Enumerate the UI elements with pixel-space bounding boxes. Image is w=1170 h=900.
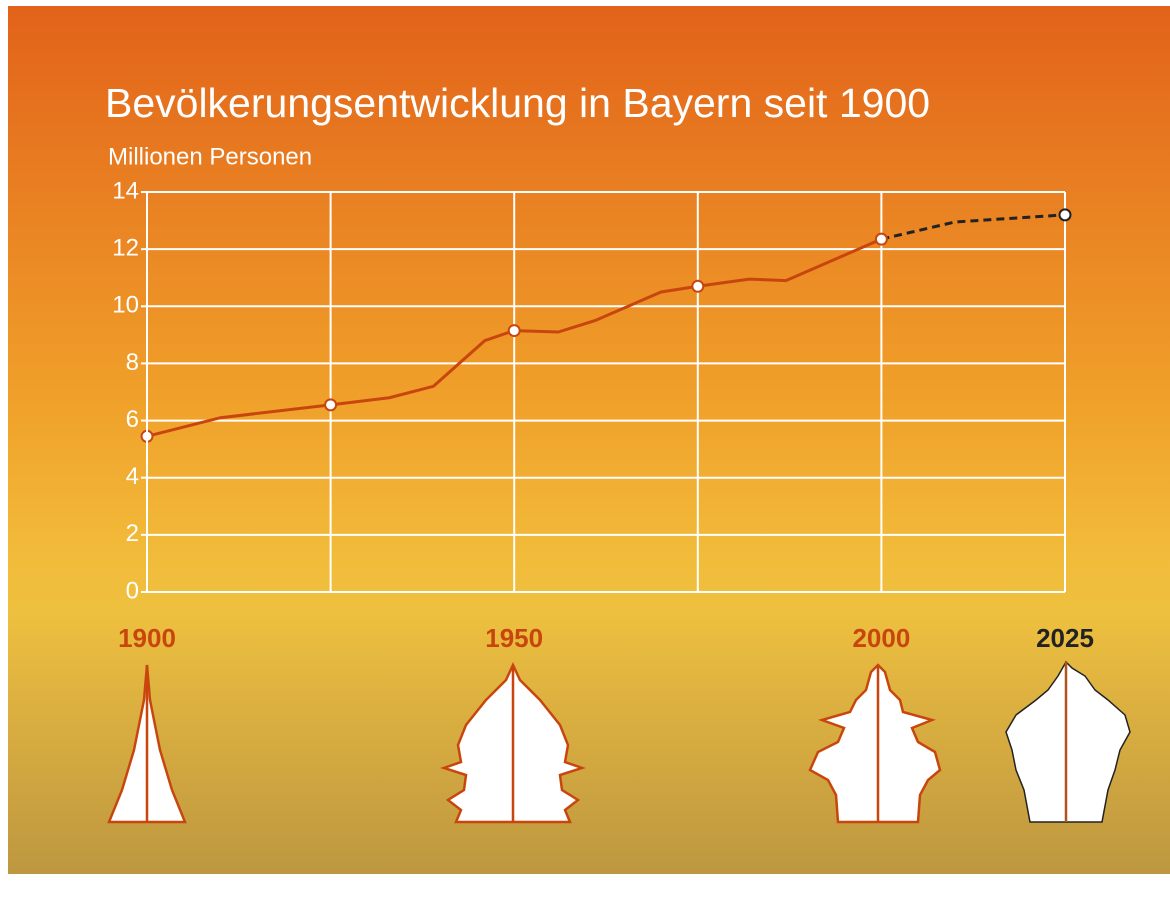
y-tick-label: 8 (126, 349, 139, 376)
point-marker (325, 399, 336, 410)
y-tick-label: 14 (112, 177, 139, 204)
x-tick-label: 2025 (1036, 623, 1094, 653)
point-marker (1060, 209, 1071, 220)
chart-title: Bevölkerungsentwicklung in Bayern seit 1… (105, 80, 930, 126)
x-tick-label: 2000 (852, 623, 910, 653)
y-tick-label: 6 (126, 406, 139, 433)
crowd-shade (8, 560, 1170, 874)
point-marker (692, 281, 703, 292)
y-tick-label: 4 (126, 463, 139, 490)
y-tick-label: 2 (126, 520, 139, 547)
chart-subtitle: Millionen Personen (108, 143, 312, 170)
y-tick-label: 10 (112, 292, 139, 319)
x-tick-label: 1900 (118, 623, 176, 653)
y-tick-label: 0 (126, 577, 139, 604)
x-tick-label: 1950 (485, 623, 543, 653)
point-marker (876, 234, 887, 245)
y-tick-label: 12 (112, 234, 139, 261)
chart: Bevölkerungsentwicklung in Bayern seit 1… (0, 0, 1170, 900)
point-marker (509, 325, 520, 336)
